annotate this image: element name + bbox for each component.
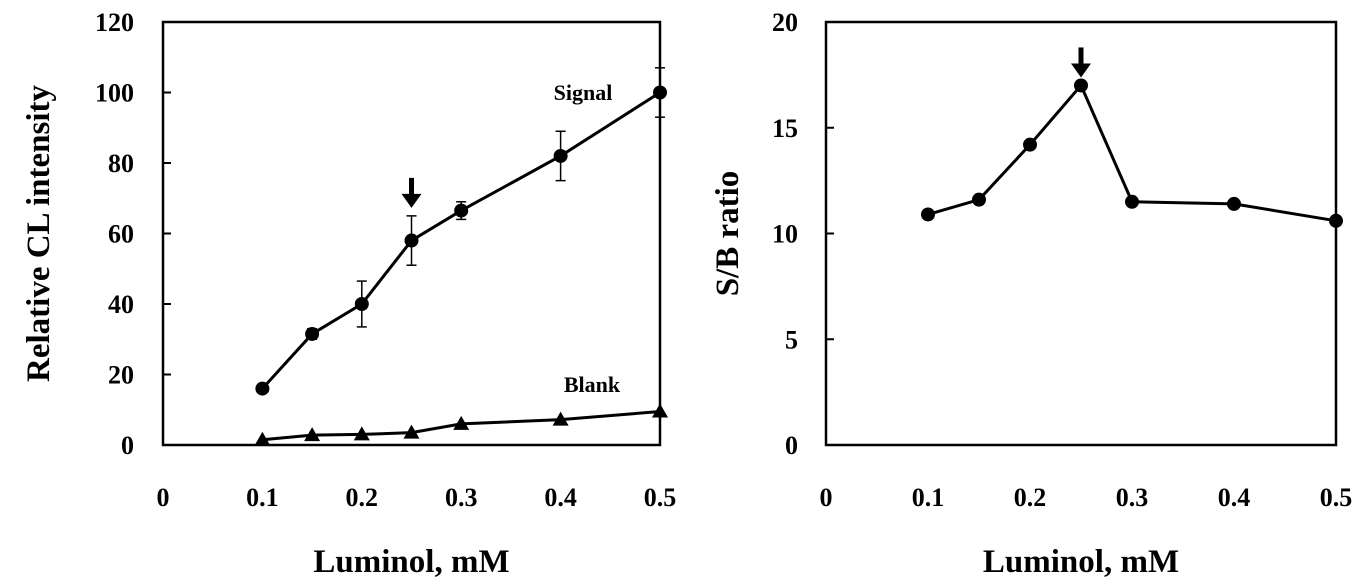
y-tick-label: 0 <box>785 431 798 460</box>
y-tick-label: 10 <box>772 220 798 249</box>
series-signal: Signal <box>255 67 667 396</box>
x-tick-label: 0.1 <box>912 483 945 512</box>
y-axis-title: S/B ratio <box>710 171 746 297</box>
data-point <box>254 431 271 446</box>
x-axis-title: Luminol, mM <box>983 544 1179 580</box>
x-tick-label: 0 <box>157 483 170 512</box>
x-tick-label: 0.3 <box>1116 483 1149 512</box>
data-point <box>454 203 469 218</box>
series-label: Blank <box>564 372 621 397</box>
y-tick-label: 5 <box>785 325 798 354</box>
data-point <box>553 148 568 163</box>
x-tick-label: 0.4 <box>1218 483 1251 512</box>
data-point <box>1023 137 1037 152</box>
data-point <box>453 415 470 430</box>
series-line <box>261 91 661 390</box>
y-tick-label: 20 <box>772 8 798 37</box>
y-tick-label: 60 <box>108 220 134 249</box>
down-arrow-icon <box>1071 47 1091 78</box>
chart-panel-cl-intensity: 0 20 40 60 80 100 120 0 0.1 0.2 0.3 0.4 0.5 Luminol, … <box>21 8 676 580</box>
y-tick-label: 20 <box>108 361 134 390</box>
data-point <box>1125 194 1139 209</box>
arrow-head <box>401 193 422 208</box>
y-tick-label: 80 <box>108 149 134 178</box>
series-blank: Blank <box>254 372 668 446</box>
series-label: Signal <box>554 80 613 105</box>
data-point <box>353 426 370 441</box>
down-arrow-icon <box>401 177 422 208</box>
data-point <box>921 207 935 222</box>
data-point <box>404 233 419 248</box>
y-tick-label: 40 <box>108 290 134 319</box>
data-point <box>552 411 569 426</box>
x-tick-label: 0.1 <box>246 483 279 512</box>
data-point <box>403 424 420 439</box>
data-point <box>304 427 321 442</box>
x-tick-label: 0.3 <box>445 483 478 512</box>
chart-panel-sb-ratio: 0 5 10 15 20 0 0.1 0.2 0.3 0.4 0.5 Luminol, mM S/B r… <box>710 8 1352 580</box>
y-tick-label: 100 <box>95 79 134 108</box>
data-point <box>354 297 369 311</box>
data-point <box>1074 78 1088 93</box>
x-tick-label: 0.5 <box>1320 483 1353 512</box>
x-tick-label: 0 <box>820 483 833 512</box>
arrow-head <box>1071 63 1091 78</box>
series-0 <box>921 78 1343 228</box>
x-tick-label: 0.5 <box>644 483 677 512</box>
x-tick-label: 0.2 <box>1014 483 1047 512</box>
y-axis-title: Relative CL intensity <box>21 85 57 382</box>
data-point <box>1227 196 1241 211</box>
x-tick-label: 0.4 <box>544 483 577 512</box>
data-point <box>653 85 667 100</box>
x-tick-label: 0.2 <box>346 483 379 512</box>
y-tick-label: 15 <box>772 114 798 143</box>
y-tick-label: 120 <box>95 8 134 37</box>
x-axis-title: Luminol, mM <box>313 544 509 580</box>
y-tick-label: 0 <box>121 431 134 460</box>
data-point <box>1329 213 1343 228</box>
data-point <box>305 326 320 341</box>
data-point <box>652 403 668 418</box>
data-point <box>972 192 986 207</box>
data-point <box>255 381 270 396</box>
